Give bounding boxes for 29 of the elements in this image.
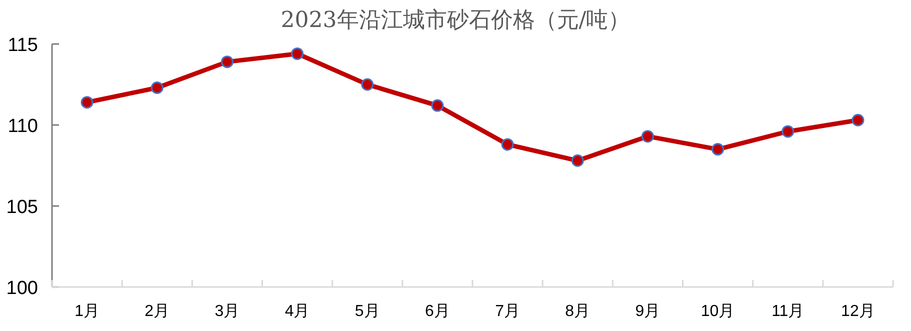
- x-tick-label: 12月: [841, 303, 875, 320]
- point: [361, 78, 374, 91]
- point: [150, 81, 164, 94]
- x-tick-label: 6月: [425, 303, 450, 320]
- title: 2023年沿江城市砂石价格（元/吨）: [280, 8, 630, 33]
- x-tick-label: 8月: [565, 303, 590, 320]
- y-tick-label: 110: [8, 116, 38, 137]
- point: [80, 96, 94, 109]
- y-tick-label: 105: [6, 197, 38, 218]
- x-tick-label: 9月: [635, 303, 660, 320]
- x-tick-label: 11月: [772, 303, 804, 320]
- point: [501, 138, 514, 151]
- point: [852, 114, 864, 126]
- point: [431, 99, 444, 112]
- x-tick-label: 3月: [214, 303, 240, 320]
- y-tick-label: 115: [8, 35, 38, 56]
- y-tick-label: 100: [6, 278, 38, 299]
- point: [712, 143, 724, 156]
- x-tick-label: 7月: [495, 303, 520, 320]
- point: [641, 130, 654, 143]
- x-tick-label: 1月: [74, 303, 100, 320]
- x-tick-label: 4月: [284, 303, 310, 320]
- x-tick-label: 2月: [144, 303, 170, 320]
- point: [571, 154, 584, 167]
- point: [220, 56, 234, 68]
- point: [291, 47, 304, 60]
- x-tick-label: 10月: [700, 303, 735, 320]
- point: [782, 125, 794, 138]
- x-tick-label: 5月: [354, 303, 380, 320]
